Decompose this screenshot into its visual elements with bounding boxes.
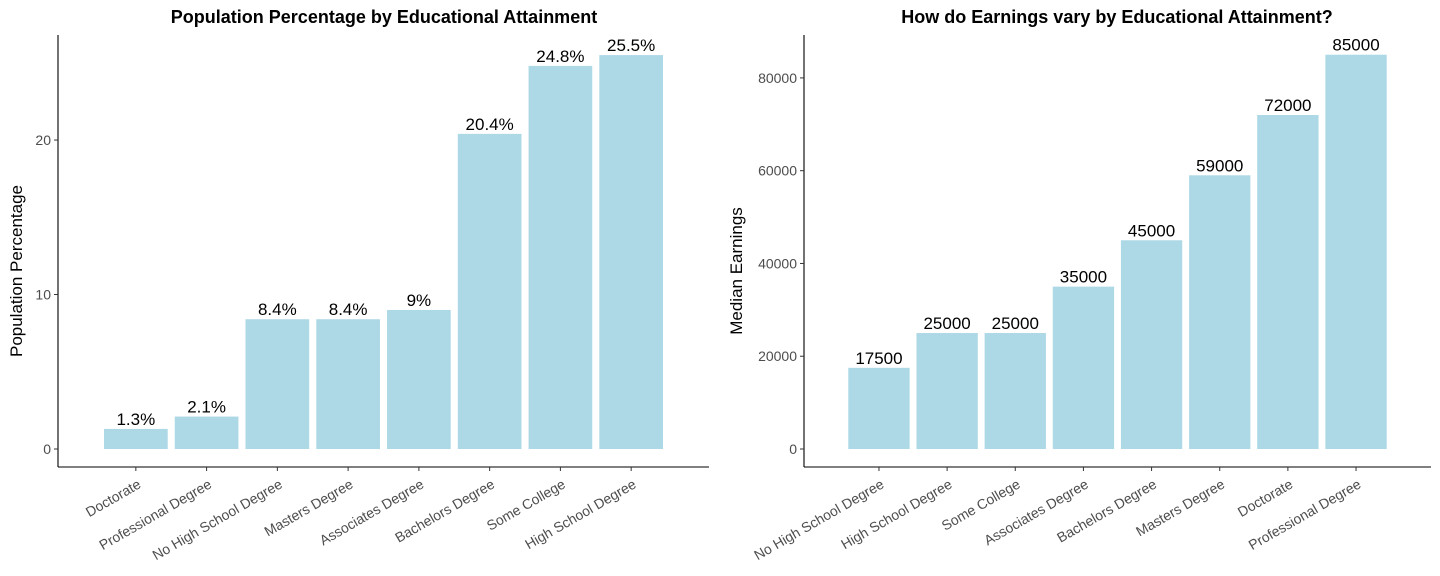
bar <box>1052 286 1115 449</box>
bar <box>1189 175 1251 449</box>
bar <box>103 428 168 449</box>
data-label: 20.4% <box>466 115 514 134</box>
chart-panel-1: Population Percentage by Educational Att… <box>7 7 709 563</box>
data-label: 9% <box>407 291 432 310</box>
bar <box>245 319 310 449</box>
y-tick-label: 60000 <box>758 163 797 179</box>
data-label: 59000 <box>1196 156 1243 175</box>
data-label: 25.5% <box>607 36 655 55</box>
bar <box>599 55 664 449</box>
chart-panel-2: How do Earnings vary by Educational Atta… <box>727 7 1431 563</box>
x-tick-label: Doctorate <box>83 476 144 520</box>
bar <box>848 367 910 449</box>
bar <box>1325 54 1387 449</box>
bar <box>984 333 1046 449</box>
data-label: 35000 <box>1060 268 1107 287</box>
data-label: 8.4% <box>329 300 368 319</box>
x-tick-label: Doctorate <box>1235 476 1296 520</box>
bar <box>387 309 451 449</box>
bar <box>916 333 978 449</box>
x-tick-label: No High School Degree <box>751 476 887 564</box>
data-label: 72000 <box>1264 96 1311 115</box>
data-label: 8.4% <box>258 300 297 319</box>
y-axis-label: Median Earnings <box>727 207 746 335</box>
y-tick-label: 0 <box>43 441 51 457</box>
data-label: 25000 <box>923 314 970 333</box>
y-tick-label: 0 <box>789 441 797 457</box>
bar <box>1120 240 1183 449</box>
data-label: 45000 <box>1128 221 1175 240</box>
y-axis-label: Population Percentage <box>7 185 26 357</box>
chart-title: How do Earnings vary by Educational Atta… <box>901 7 1332 27</box>
bar <box>457 133 522 450</box>
x-tick-label: No High School Degree <box>149 476 285 564</box>
bar <box>316 319 380 449</box>
chart-title: Population Percentage by Educational Att… <box>171 7 597 27</box>
data-label: 1.3% <box>116 410 155 429</box>
y-tick-label: 20 <box>35 132 51 148</box>
data-label: 24.8% <box>536 47 584 66</box>
data-label: 17500 <box>855 349 902 368</box>
y-tick-label: 20000 <box>758 348 797 364</box>
data-label: 2.1% <box>187 398 226 417</box>
x-tick-label: Professional Degree <box>1246 476 1364 553</box>
bar <box>528 65 593 450</box>
y-tick-label: 80000 <box>758 70 797 86</box>
data-label: 85000 <box>1332 36 1379 55</box>
data-label: 25000 <box>992 314 1039 333</box>
y-tick-label: 40000 <box>758 255 797 271</box>
bar <box>1257 115 1319 449</box>
bar <box>174 416 239 449</box>
y-tick-label: 10 <box>35 287 51 303</box>
x-tick-label: High School Degree <box>838 476 955 553</box>
